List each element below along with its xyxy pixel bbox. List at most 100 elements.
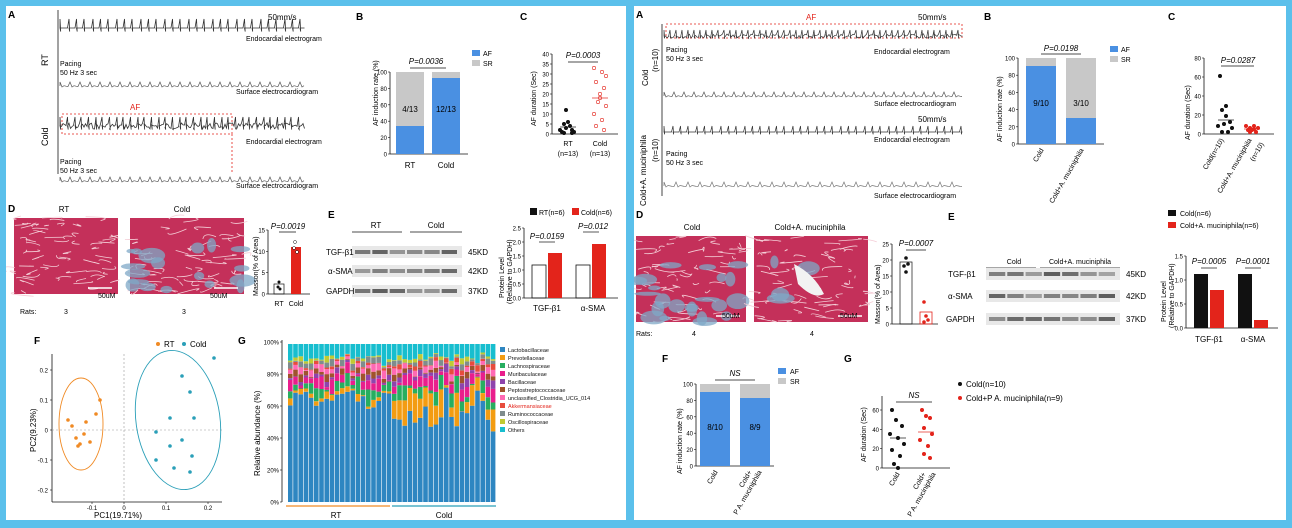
stacked-segment <box>464 397 470 403</box>
stacked-segment <box>438 365 444 368</box>
stacked-segment <box>392 344 397 361</box>
tissue-fiber <box>132 241 139 245</box>
pacing-label: Pacing <box>666 47 688 54</box>
axis-ticks: 0.2 0.1 0 -0.1 -0.2 -0.1 0 0.1 0.2 <box>38 369 213 513</box>
surface-trace-rt <box>59 81 305 88</box>
surface-label: Surface electrocardiogram <box>236 89 318 96</box>
stacked-segment <box>459 383 465 390</box>
rats-n: 4 <box>692 331 696 338</box>
tick-label: 0 <box>886 323 890 329</box>
stacked-segment <box>454 366 459 370</box>
bar-sr-akk <box>1066 58 1096 118</box>
tissue-fiber <box>692 283 700 285</box>
data-point <box>1229 126 1234 131</box>
fibrosis-patch <box>236 279 245 294</box>
tissue-fiber <box>212 254 237 259</box>
stacked-segment <box>490 409 496 432</box>
stacked-segment <box>376 391 381 398</box>
tick-label: -0.2 <box>38 489 49 495</box>
stacked-segment <box>480 372 485 381</box>
stacked-segment <box>340 388 345 394</box>
right-figure-svg: A AF 50mm/s Cold (n=10) Pacing 50 Hz 3 s… <box>625 10 1278 518</box>
stacked-segment <box>324 369 329 375</box>
stacked-segment <box>314 360 319 361</box>
y-ticks: 0.0 0.5 1.0 1.5 2.0 2.5 <box>513 227 524 303</box>
stacked-segment <box>371 371 376 379</box>
stacked-segment <box>386 391 392 394</box>
stacked-segment <box>288 398 293 406</box>
tissue-fiber <box>4 266 15 272</box>
stacked-segment <box>485 358 491 365</box>
tick-label: 1.5 <box>513 255 522 261</box>
stacked-segment <box>334 367 340 374</box>
stacked-segment <box>298 344 303 357</box>
stacked-segment <box>475 371 480 373</box>
legend-swatch <box>500 419 505 424</box>
fibrosis-patch <box>716 273 727 283</box>
tissue-fiber <box>109 235 119 238</box>
tissue-fiber <box>743 303 759 308</box>
fibrosis-patch <box>138 247 166 264</box>
tissue-fiber <box>835 293 843 299</box>
stacked-segment <box>412 393 418 423</box>
stacked-segment <box>329 394 335 396</box>
stacked-segment <box>444 385 449 388</box>
stacked-segment <box>418 398 423 418</box>
tissue-fiber <box>757 317 777 323</box>
tissue-fiber <box>738 250 748 253</box>
bar-label: 4/13 <box>402 105 418 114</box>
stacked-segment <box>449 368 454 375</box>
tissue-fiber <box>756 265 771 271</box>
stacked-segment <box>381 370 387 379</box>
legend-swatch-cold <box>1168 210 1176 216</box>
tissue-fiber <box>221 235 241 240</box>
stacked-segment <box>433 372 439 380</box>
stacked-segment <box>329 344 335 356</box>
tissue-fiber <box>710 240 720 245</box>
tick-label: 10 <box>258 250 265 256</box>
stacked-segment <box>324 382 329 387</box>
stacked-segment <box>360 361 366 368</box>
legend-label: Muribaculaceae <box>508 372 547 378</box>
tick-label: 100 <box>683 383 694 389</box>
blot-band <box>372 289 388 293</box>
bar-rt <box>273 283 285 295</box>
stacked-segment <box>423 366 428 373</box>
tissue-fiber <box>26 269 38 276</box>
tick-label: 10 <box>882 291 889 297</box>
tissue-fiber <box>863 301 870 306</box>
tissue-fiber <box>90 274 106 278</box>
stacked-segment <box>371 407 376 502</box>
tissue-fiber <box>44 236 64 239</box>
stacked-segment <box>418 359 423 361</box>
data-point <box>1225 130 1230 135</box>
stacked-segment <box>402 363 407 369</box>
tissue-fiber <box>693 266 699 270</box>
blot-band <box>1025 317 1042 321</box>
p-value: P=0.0005 <box>1192 257 1227 266</box>
stacked-segment <box>371 356 376 358</box>
histology-image-cold <box>120 214 256 296</box>
stacked-segment <box>371 378 376 384</box>
scale-bar-label: 50uM <box>722 313 740 320</box>
stacked-segment <box>433 344 439 354</box>
stacked-segment <box>418 367 423 370</box>
legend-label: Peptostreptococcaceae <box>508 388 565 394</box>
legend-swatch-cold <box>572 208 579 215</box>
stacked-segment <box>293 390 298 393</box>
stacked-segment <box>412 388 418 394</box>
stacked-segment <box>288 378 293 380</box>
stacked-segment <box>360 389 366 396</box>
stacked-segment <box>293 360 298 362</box>
bar-sr-cold <box>700 384 730 392</box>
fibrosis-patch <box>648 285 661 291</box>
tissue-fiber <box>793 294 807 299</box>
category-label: Cold <box>289 301 304 308</box>
legend-rt: RT(n=6) <box>539 210 565 217</box>
data-point <box>891 461 896 466</box>
panel-letter: D <box>8 204 15 215</box>
data-point <box>603 74 608 79</box>
tissue-fiber <box>25 249 41 253</box>
stacked-segment <box>293 357 298 361</box>
data-point <box>921 425 926 430</box>
